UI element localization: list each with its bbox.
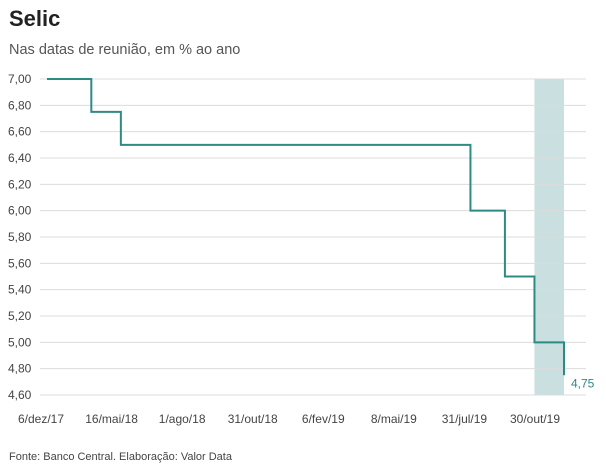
y-tick-label: 5,80 bbox=[8, 230, 32, 244]
chart-source: Fonte: Banco Central. Elaboração: Valor … bbox=[9, 451, 232, 463]
x-tick-label: 1/ago/18 bbox=[159, 412, 206, 426]
y-tick-label: 6,00 bbox=[8, 204, 32, 218]
x-tick-label: 31/out/18 bbox=[228, 412, 278, 426]
x-tick-label: 16/mai/18 bbox=[85, 412, 138, 426]
y-tick-label: 6,40 bbox=[8, 151, 32, 165]
chart-subtitle: Nas datas de reunião, em % ao ano bbox=[9, 42, 241, 58]
x-tick-label: 31/jul/19 bbox=[442, 412, 488, 426]
y-tick-label: 4,80 bbox=[8, 362, 32, 376]
y-tick-label: 6,20 bbox=[8, 177, 32, 191]
y-tick-label: 5,00 bbox=[8, 335, 32, 349]
x-tick-label: 8/mai/19 bbox=[371, 412, 417, 426]
selic-chart: 7,00 6,80 6,60 6,40 6,20 6,00 5,80 5,60 5,40 5,20… bbox=[8, 72, 595, 426]
y-tick-label: 5,60 bbox=[8, 256, 32, 270]
x-tick-label: 30/out/19 bbox=[510, 412, 560, 426]
x-tick-label: 6/fev/19 bbox=[302, 412, 345, 426]
y-tick-label: 7,00 bbox=[8, 72, 32, 86]
y-tick-label: 4,60 bbox=[8, 388, 32, 402]
y-tick-label: 5,20 bbox=[8, 309, 32, 323]
x-tick-label: 6/dez/17 bbox=[18, 412, 64, 426]
y-tick-label: 6,80 bbox=[8, 98, 32, 112]
end-value-label: 4,75 bbox=[571, 376, 595, 390]
selic-step-line bbox=[47, 78, 565, 376]
y-tick-label: 6,60 bbox=[8, 125, 32, 139]
chart-title: Selic bbox=[9, 6, 61, 31]
y-tick-label: 5,40 bbox=[8, 283, 32, 297]
